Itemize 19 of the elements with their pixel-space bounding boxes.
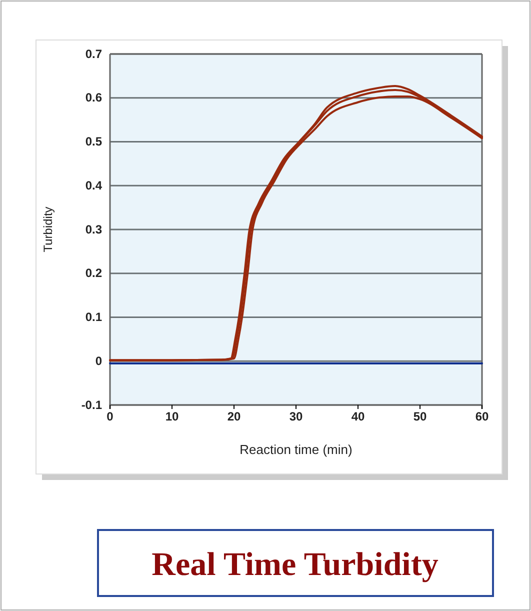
y-tick-label: -0.1 [81,398,102,412]
y-tick-label: 0.3 [85,222,102,236]
x-tick-label: 0 [106,410,114,424]
y-tick-label: 0 [95,354,102,368]
x-tick-label: 20 [227,410,241,424]
x-tick-label: 50 [413,410,427,424]
y-tick-label: 0.7 [85,46,102,61]
y-tick-label: 0.2 [85,266,102,280]
x-tick-label: 60 [475,410,489,424]
x-axis-title: Reaction time (min) [240,442,352,457]
y-tick-label: 0.4 [85,178,102,192]
x-tick-label: 30 [289,410,303,424]
y-axis-title: Turbidity [41,206,55,252]
x-tick-label: 40 [351,410,365,424]
text: Real Time Turbidity [152,547,439,583]
y-tick-label: 0.5 [85,134,102,149]
y-tick-label: 0.6 [85,90,102,105]
x-tick-label: 10 [165,410,179,424]
y-tick-label: 0.1 [85,310,102,324]
